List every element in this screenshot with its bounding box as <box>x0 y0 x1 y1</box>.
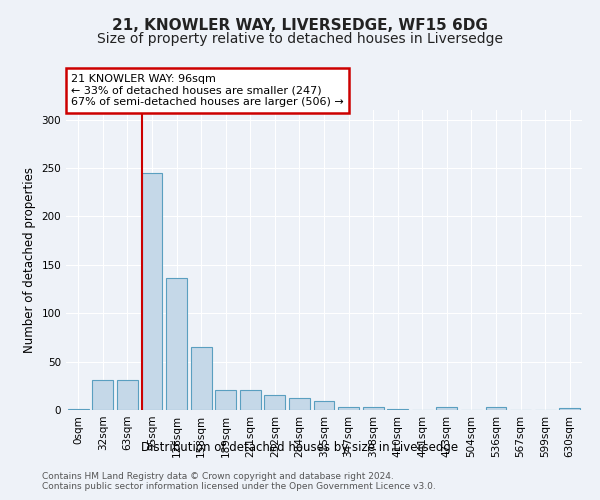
Text: Distribution of detached houses by size in Liversedge: Distribution of detached houses by size … <box>142 441 458 454</box>
Bar <box>240 390 261 410</box>
Bar <box>265 396 286 410</box>
Bar <box>485 407 506 410</box>
Bar <box>338 407 359 410</box>
Bar <box>436 407 457 410</box>
Bar <box>92 380 113 410</box>
Bar <box>142 173 163 410</box>
Text: Contains public sector information licensed under the Open Government Licence v3: Contains public sector information licen… <box>42 482 436 491</box>
Bar <box>117 380 138 410</box>
Text: Contains HM Land Registry data © Crown copyright and database right 2024.: Contains HM Land Registry data © Crown c… <box>42 472 394 481</box>
Bar <box>387 409 408 410</box>
Bar <box>362 407 383 410</box>
Bar <box>191 347 212 410</box>
Text: 21, KNOWLER WAY, LIVERSEDGE, WF15 6DG: 21, KNOWLER WAY, LIVERSEDGE, WF15 6DG <box>112 18 488 32</box>
Text: Size of property relative to detached houses in Liversedge: Size of property relative to detached ho… <box>97 32 503 46</box>
Y-axis label: Number of detached properties: Number of detached properties <box>23 167 36 353</box>
Bar <box>314 402 334 410</box>
Text: 21 KNOWLER WAY: 96sqm
← 33% of detached houses are smaller (247)
67% of semi-det: 21 KNOWLER WAY: 96sqm ← 33% of detached … <box>71 74 344 107</box>
Bar <box>215 390 236 410</box>
Bar <box>166 278 187 410</box>
Bar <box>68 409 89 410</box>
Bar <box>559 408 580 410</box>
Bar <box>289 398 310 410</box>
